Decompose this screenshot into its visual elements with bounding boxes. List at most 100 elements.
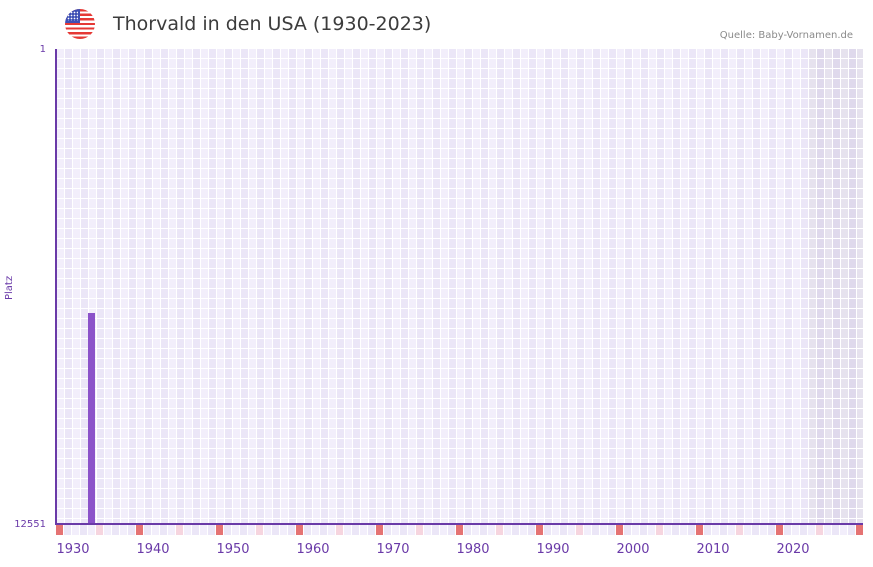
grid-column (649, 49, 656, 523)
x-tick-cell (720, 525, 727, 535)
x-tick-cell (536, 525, 543, 535)
x-tick-label: 1990 (536, 542, 570, 557)
grid-column (153, 49, 160, 523)
grid-column (473, 49, 480, 523)
grid-column (241, 49, 248, 523)
grid-column (689, 49, 696, 523)
x-tick-cell (112, 525, 119, 535)
rank-bar-1930[interactable] (88, 313, 95, 523)
x-tick-cell (80, 525, 87, 535)
x-tick-cell (752, 525, 759, 535)
x-tick-cell (160, 525, 167, 535)
grid-column (801, 49, 808, 523)
x-tick-cell (368, 525, 375, 535)
x-tick-cell (440, 525, 447, 535)
x-tick-cell (784, 525, 791, 535)
x-tick-label: 1950 (216, 542, 250, 557)
grid-column (577, 49, 584, 523)
grid-column (729, 49, 736, 523)
grid-column (785, 49, 792, 523)
x-tick-cell (744, 525, 751, 535)
grid-column (849, 49, 856, 523)
x-tick-cell (600, 525, 607, 535)
grid-column (561, 49, 568, 523)
x-tick-cell (520, 525, 527, 535)
grid-column (513, 49, 520, 523)
x-tick-cell (584, 525, 591, 535)
x-tick-cell (528, 525, 535, 535)
grid-column (737, 49, 744, 523)
x-tick-cell (480, 525, 487, 535)
x-tick-cell (224, 525, 231, 535)
x-tick-cell (192, 525, 199, 535)
x-tick-cell (168, 525, 175, 535)
grid-column (457, 49, 464, 523)
grid-column (673, 49, 680, 523)
grid-column (545, 49, 552, 523)
grid-column (817, 49, 824, 523)
grid-column (657, 49, 664, 523)
x-tick-cell (688, 525, 695, 535)
grid-column (345, 49, 352, 523)
grid-column (113, 49, 120, 523)
grid-column (489, 49, 496, 523)
grid-column (201, 49, 208, 523)
x-tick-cell (792, 525, 799, 535)
grid-column (529, 49, 536, 523)
grid-column (217, 49, 224, 523)
x-tick-cell (240, 525, 247, 535)
x-tick-cell (472, 525, 479, 535)
y-tick-top: 1 (39, 44, 46, 55)
grid-column (361, 49, 368, 523)
x-tick-cell (56, 525, 63, 535)
grid-column (441, 49, 448, 523)
x-tick-cell (328, 525, 335, 535)
grid-column (425, 49, 432, 523)
x-tick-cell (608, 525, 615, 535)
x-tick-cell (712, 525, 719, 535)
x-tick-cell (640, 525, 647, 535)
grid-column (857, 49, 863, 523)
x-tick-label: 2020 (776, 542, 810, 557)
x-tick-cell (576, 525, 583, 535)
grid-column (505, 49, 512, 523)
grid-column (449, 49, 456, 523)
x-tick-cell (832, 525, 839, 535)
grid-column (833, 49, 840, 523)
grid-column (57, 49, 64, 523)
x-tick-cell (856, 525, 863, 535)
grid-column (753, 49, 760, 523)
grid-column (97, 49, 104, 523)
grid-column (465, 49, 472, 523)
x-tick-cell (136, 525, 143, 535)
x-tick-cell (96, 525, 103, 535)
x-tick-cell (544, 525, 551, 535)
grid-column (393, 49, 400, 523)
x-tick-cell (568, 525, 575, 535)
x-tick-cell (840, 525, 847, 535)
x-tick-cell (616, 525, 623, 535)
grid-column (105, 49, 112, 523)
x-tick-cell (736, 525, 743, 535)
grid-column (169, 49, 176, 523)
x-tick-cell (384, 525, 391, 535)
x-tick-cell (848, 525, 855, 535)
x-tick-cell (552, 525, 559, 535)
x-tick-cell (280, 525, 287, 535)
x-tick-cell (768, 525, 775, 535)
x-tick-cell (296, 525, 303, 535)
grid-column (209, 49, 216, 523)
x-tick-cell (504, 525, 511, 535)
x-tick-cell (232, 525, 239, 535)
x-tick-cell (696, 525, 703, 535)
x-tick-cell (272, 525, 279, 535)
grid-column (697, 49, 704, 523)
grid-column (385, 49, 392, 523)
x-tick-cell (88, 525, 95, 535)
grid-column (641, 49, 648, 523)
x-tick-cell (72, 525, 79, 535)
grid-column (745, 49, 752, 523)
grid-column (313, 49, 320, 523)
x-tick-cell (184, 525, 191, 535)
y-tick-bottom: 12551 (14, 519, 46, 530)
